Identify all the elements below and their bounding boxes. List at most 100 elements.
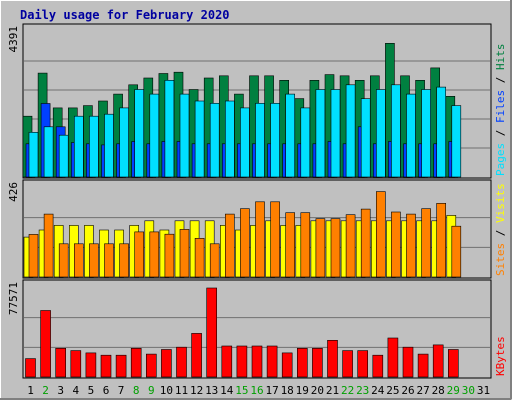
bar-sites-day-19 [300,212,311,278]
bar-pages-day-12 [194,100,205,178]
bar-kbytes-day-21 [327,339,338,378]
bar-pages-day-18 [285,93,296,178]
bar-pages-day-13 [209,103,220,178]
bar-sites-day-6 [104,243,114,278]
x-tick-label: 20 [311,384,324,397]
bar-sites-day-2 [43,213,54,278]
x-tick-label: 17 [265,384,278,397]
legend-hits: Hits [494,44,507,71]
legend-files: Files [494,90,507,123]
bar-kbytes-day-10 [161,349,172,378]
bar-sites-day-24 [375,191,386,278]
bar-pages-day-16 [255,103,265,178]
bar-kbytes-day-18 [281,352,293,378]
bar-sites-day-5 [89,243,99,278]
bar-kbytes-day-9 [146,353,157,378]
bar-pages-day-14 [225,100,235,178]
bar-kbytes-day-6 [100,354,112,378]
bar-sites-day-29 [451,225,462,278]
bar-kbytes-day-19 [296,347,308,378]
bar-pages-day-20 [315,89,326,178]
bar-pages-day-11 [179,93,190,178]
x-tick-label: 7 [118,384,125,397]
bar-sites-day-22 [345,214,356,278]
bar-kbytes-day-5 [85,352,97,378]
bar-kbytes-day-4 [70,350,82,378]
bar-sites-day-1 [28,234,39,278]
bar-kbytes-day-15 [236,345,248,378]
x-tick-label: 12 [190,384,203,397]
bar-pages-day-10 [164,80,175,178]
bar-sites-day-13 [209,243,220,278]
series-kbytes [25,287,459,378]
x-tick-label: 27 [416,384,429,397]
bar-kbytes-day-11 [176,346,187,378]
x-tick-label: 16 [250,384,263,397]
bar-kbytes-day-22 [342,350,353,378]
x-tick-label: 3 [57,384,64,397]
x-tick-label: 10 [160,384,173,397]
bar-kbytes-day-8 [130,347,142,378]
bar-sites-day-25 [391,211,401,278]
bar-kbytes-day-24 [372,354,384,378]
x-tick-label: 28 [432,384,445,397]
bar-kbytes-day-7 [115,354,127,378]
bar-pages-day-3 [58,134,69,178]
bar-kbytes-day-29 [447,349,459,378]
panel-hits: 4391 Pages / Files / Hits [7,23,507,179]
y-axis-max-label: 4391 [7,26,20,53]
bar-kbytes-day-28 [432,344,444,378]
bar-sites-day-7 [119,243,129,278]
x-tick-label: 1 [27,384,34,397]
series-legend: KBytes [494,336,507,376]
bar-kbytes-day-12 [191,333,202,378]
bar-pages-day-1 [28,132,39,178]
x-tick-label: 2 [42,384,49,397]
bar-pages-day-6 [104,113,114,178]
bar-pages-day-29 [451,105,462,178]
panel-visits: 426 Sites / Visits [7,179,507,279]
bar-kbytes-day-20 [312,347,323,378]
x-tick-label: 6 [103,384,110,397]
chart-title: Daily usage for February 2020 [20,8,230,22]
series-legend: Pages / Files / Hits [494,44,507,177]
x-tick-label: 18 [281,384,294,397]
bar-sites-day-17 [270,201,280,278]
y-axis-max-label: 426 [7,182,20,202]
x-tick-label: 29 [447,384,460,397]
x-tick-label: 23 [356,384,369,397]
bar-sites-day-23 [360,208,371,278]
bar-pages-day-25 [391,84,401,178]
bar-sites-day-16 [255,201,265,278]
bar-pages-day-26 [406,93,416,178]
chart-panels: 4391 Pages / Files / Hits 426 Sites / Visit… [7,23,507,379]
bar-kbytes-day-2 [40,310,51,378]
bar-sites-day-20 [315,218,326,278]
bar-pages-day-23 [360,98,371,178]
panel-kbytes: 77571 KBytes [7,279,507,379]
bar-kbytes-day-14 [221,345,233,378]
x-tick-label: 31 [477,384,490,397]
x-tick-label: 13 [205,384,218,397]
x-tick-label: 11 [175,384,188,397]
bar-sites-day-3 [58,243,69,278]
bar-sites-day-14 [225,213,235,278]
x-tick-label: 8 [133,384,140,397]
x-tick-label: 19 [296,384,309,397]
bar-pages-day-9 [149,93,160,178]
bar-pages-day-28 [436,86,447,178]
bar-kbytes-day-23 [357,350,369,378]
bar-pages-day-5 [89,115,99,178]
series-legend: Sites / Visits [494,183,507,276]
bar-sites-day-18 [285,212,296,278]
bar-pages-day-19 [300,107,311,178]
x-tick-label: 14 [220,384,234,397]
bar-sites-day-12 [194,238,205,278]
legend-sites: Sites [494,243,507,276]
bar-pages-day-27 [421,89,431,178]
y-axis-max-label: 77571 [7,282,20,315]
x-tick-label: 30 [462,384,475,397]
bar-kbytes-day-3 [55,347,67,378]
x-tick-label: 24 [371,384,385,397]
x-tick-label: 25 [386,384,399,397]
